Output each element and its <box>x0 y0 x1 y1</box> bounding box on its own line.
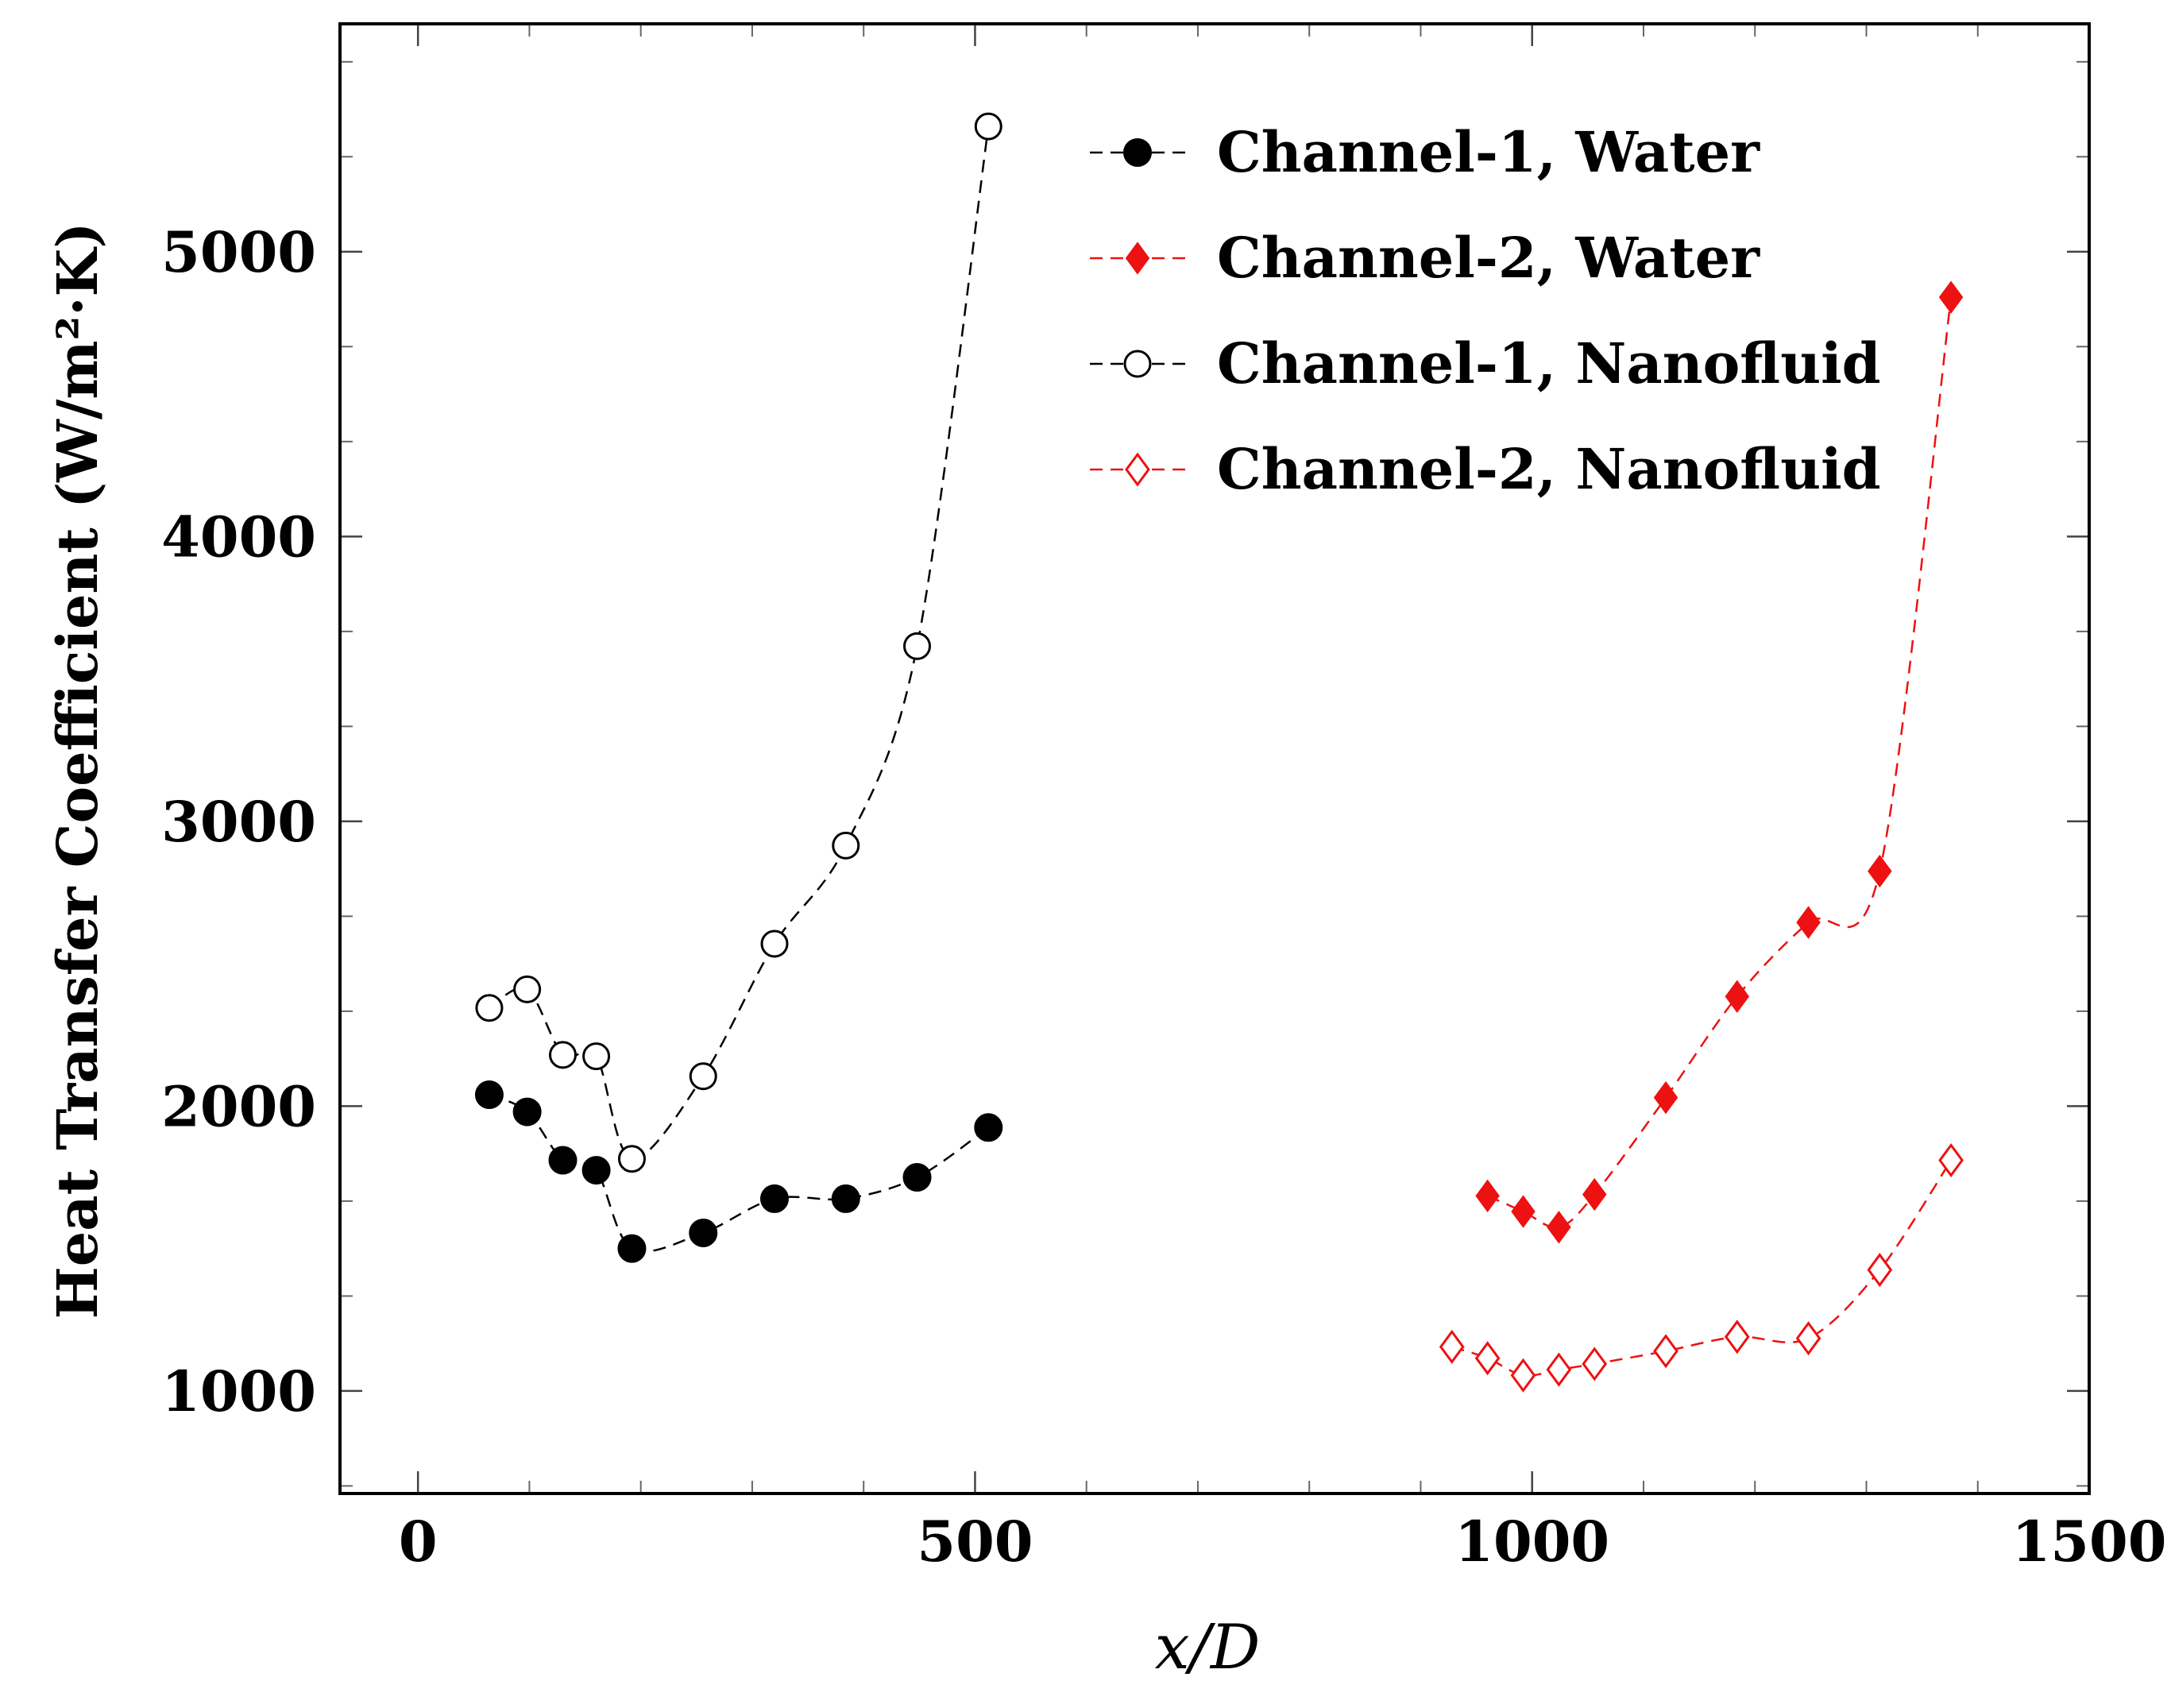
legend-marker <box>1125 452 1150 487</box>
data-point <box>1475 1179 1500 1213</box>
data-point <box>902 1163 932 1192</box>
legend-marker <box>1123 350 1152 378</box>
data-point <box>582 1042 611 1071</box>
x-tick-label: 0 <box>399 1509 438 1575</box>
data-point <box>1653 1080 1678 1115</box>
data-point <box>760 929 789 958</box>
series-lines <box>489 126 1953 1377</box>
legend-marker <box>1125 242 1150 275</box>
data-point <box>1653 1334 1678 1369</box>
data-point <box>475 994 504 1022</box>
data-point <box>1582 1177 1607 1211</box>
data-point <box>1795 1321 1821 1356</box>
data-point <box>1546 1352 1572 1387</box>
legend-label: Channel-2, Nanofluid <box>1217 436 1881 502</box>
data-point <box>549 1041 578 1069</box>
legend: Channel-1, Water Channel-2, Water Channel-… <box>1090 119 1881 502</box>
data-point <box>1725 980 1750 1014</box>
y-tick-label: 3000 <box>161 789 316 855</box>
data-point <box>1582 1347 1608 1381</box>
y-tick-label: 2000 <box>161 1073 316 1139</box>
data-point <box>1868 854 1892 888</box>
plot-frame <box>338 22 2091 1495</box>
data-point <box>759 1184 789 1213</box>
data-point <box>831 1184 860 1213</box>
x-axis-title: x/D <box>1155 1612 1261 1683</box>
legend-marker <box>1123 138 1152 167</box>
y-tick-label: 4000 <box>161 504 316 570</box>
data-point <box>617 1145 646 1173</box>
x-tick-label: 1500 <box>2012 1509 2167 1575</box>
x-tick-label: 1000 <box>1454 1509 1609 1575</box>
data-point <box>1439 1329 1465 1364</box>
data-point <box>548 1146 578 1175</box>
data-point <box>617 1234 647 1263</box>
data-point <box>513 975 542 1003</box>
data-point <box>1511 1195 1536 1228</box>
x-tick-label: 500 <box>917 1509 1033 1575</box>
data-point <box>1474 1341 1501 1376</box>
data-point <box>1724 1320 1750 1354</box>
series-markers <box>474 112 1964 1393</box>
y-axis-title: Heat Transfer Coefficient (W/m²·K) <box>44 222 110 1320</box>
data-point <box>1510 1358 1536 1393</box>
data-point <box>1938 280 1964 314</box>
data-point <box>1796 906 1821 939</box>
legend-label: Channel-1, Water <box>1217 119 1760 185</box>
data-point <box>512 1097 542 1126</box>
data-point <box>1867 1253 1893 1288</box>
minor-ticks <box>340 24 2089 1494</box>
data-point <box>1547 1211 1571 1244</box>
data-point <box>974 1113 1003 1142</box>
y-tick-labels: 1000 2000 3000 4000 5000 <box>161 219 316 1424</box>
data-point <box>474 1080 504 1110</box>
data-point <box>903 632 932 660</box>
legend-label: Channel-1, Nanofluid <box>1217 330 1881 396</box>
data-point <box>689 1218 718 1247</box>
series-line-2 <box>489 126 990 1160</box>
data-point <box>974 112 1002 141</box>
data-point <box>1938 1142 1964 1178</box>
legend-label: Channel-2, Water <box>1217 225 1760 291</box>
y-tick-label: 1000 <box>161 1358 316 1424</box>
data-point <box>581 1156 611 1185</box>
x-tick-labels: 0 500 1000 1500 <box>399 1509 2167 1575</box>
data-point <box>832 831 860 860</box>
data-point <box>689 1062 717 1091</box>
y-tick-label: 5000 <box>161 219 316 285</box>
major-ticks <box>340 24 2091 1494</box>
